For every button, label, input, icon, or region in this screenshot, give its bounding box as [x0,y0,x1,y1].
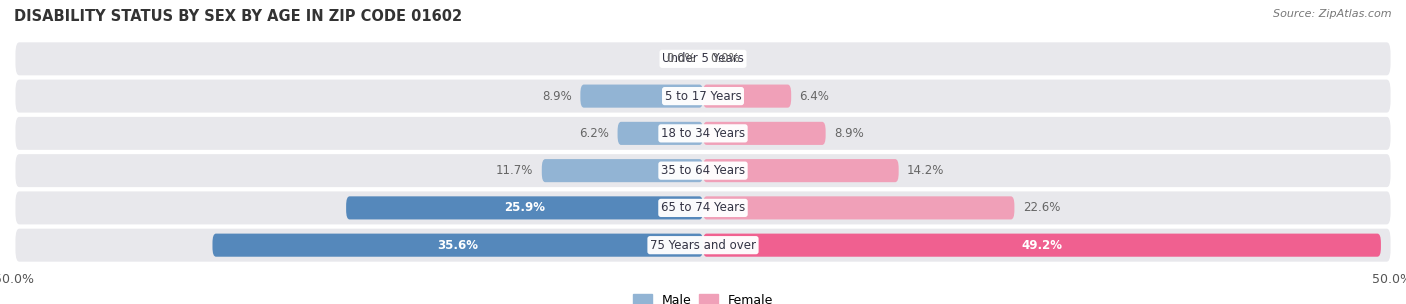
FancyBboxPatch shape [581,85,703,108]
Text: 5 to 17 Years: 5 to 17 Years [665,90,741,103]
Text: 0.0%: 0.0% [710,52,740,65]
Text: 8.9%: 8.9% [543,90,572,103]
FancyBboxPatch shape [703,159,898,182]
FancyBboxPatch shape [14,41,1392,77]
FancyBboxPatch shape [346,196,703,219]
Text: 75 Years and over: 75 Years and over [650,239,756,252]
FancyBboxPatch shape [14,116,1392,151]
Text: Under 5 Years: Under 5 Years [662,52,744,65]
Text: Source: ZipAtlas.com: Source: ZipAtlas.com [1274,9,1392,19]
FancyBboxPatch shape [617,122,703,145]
Text: 18 to 34 Years: 18 to 34 Years [661,127,745,140]
FancyBboxPatch shape [703,122,825,145]
FancyBboxPatch shape [703,85,792,108]
Text: 6.4%: 6.4% [800,90,830,103]
Text: 6.2%: 6.2% [579,127,609,140]
Text: 0.0%: 0.0% [666,52,696,65]
FancyBboxPatch shape [703,196,1014,219]
Text: 8.9%: 8.9% [834,127,863,140]
Legend: Male, Female: Male, Female [628,289,778,304]
Text: 25.9%: 25.9% [505,201,546,214]
Text: DISABILITY STATUS BY SEX BY AGE IN ZIP CODE 01602: DISABILITY STATUS BY SEX BY AGE IN ZIP C… [14,9,463,24]
Text: 14.2%: 14.2% [907,164,945,177]
FancyBboxPatch shape [541,159,703,182]
Text: 35 to 64 Years: 35 to 64 Years [661,164,745,177]
FancyBboxPatch shape [14,190,1392,226]
Text: 22.6%: 22.6% [1022,201,1060,214]
FancyBboxPatch shape [14,227,1392,263]
Text: 65 to 74 Years: 65 to 74 Years [661,201,745,214]
Text: 11.7%: 11.7% [496,164,533,177]
FancyBboxPatch shape [14,78,1392,114]
FancyBboxPatch shape [14,153,1392,188]
Text: 49.2%: 49.2% [1021,239,1063,252]
Text: 35.6%: 35.6% [437,239,478,252]
FancyBboxPatch shape [703,233,1381,257]
FancyBboxPatch shape [212,233,703,257]
